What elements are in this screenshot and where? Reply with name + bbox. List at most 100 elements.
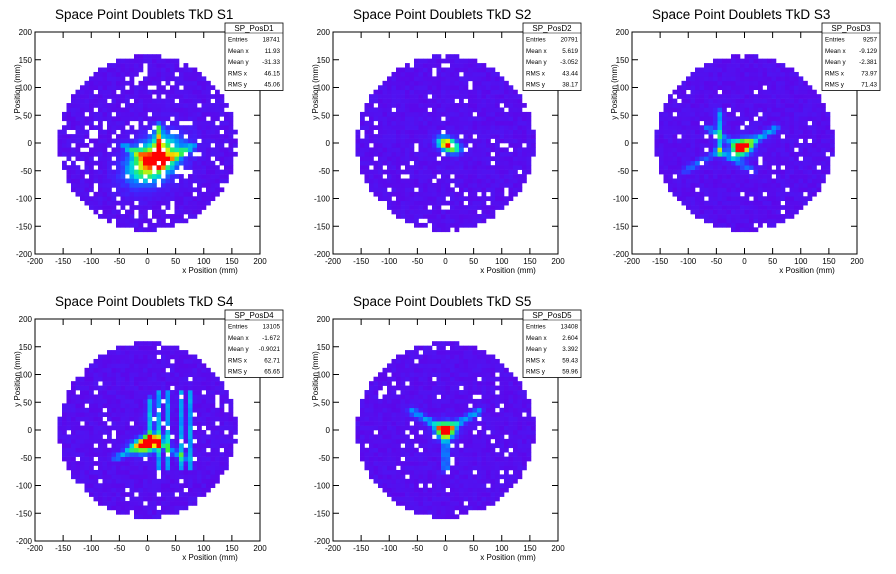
heatmap-cell: [409, 71, 415, 77]
heatmap-cell: [170, 58, 175, 64]
heatmap-cell: [400, 125, 406, 130]
y-axis-label: y Position (mm): [13, 64, 22, 120]
heatmap-cell: [704, 76, 709, 82]
heatmap-cell: [731, 143, 736, 148]
heatmap-cell: [486, 147, 491, 153]
heatmap-cell: [409, 169, 415, 175]
heatmap-cell: [373, 461, 379, 466]
heatmap-cell: [156, 151, 162, 157]
heatmap-cell: [138, 107, 144, 113]
heatmap-cell: [93, 474, 99, 480]
heatmap-cell: [472, 191, 478, 197]
heatmap-cell: [147, 447, 153, 453]
heatmap-cell: [179, 434, 184, 440]
heatmap-cell: [436, 80, 442, 86]
heatmap-cell: [156, 67, 162, 73]
x-tick-label: -150: [55, 544, 72, 553]
heatmap-cell: [98, 474, 103, 480]
heatmap-cell: [740, 156, 745, 162]
heatmap-cell: [219, 160, 225, 166]
heatmap-cell: [170, 354, 175, 360]
heatmap-cell: [659, 147, 664, 153]
heatmap-cell: [459, 120, 464, 126]
heatmap-cell: [71, 456, 76, 462]
heatmap-cell: [93, 412, 99, 417]
heatmap-cell: [188, 187, 193, 193]
heatmap-cell: [477, 214, 482, 219]
heatmap-cell: [807, 156, 813, 162]
heatmap-cell: [789, 138, 795, 144]
heatmap-cell: [472, 116, 478, 122]
heatmap-cell: [744, 205, 750, 210]
heatmap-cell: [659, 151, 664, 157]
heatmap-cell: [405, 116, 410, 122]
heatmap-cell: [165, 456, 171, 462]
heatmap-cell: [373, 403, 379, 409]
heatmap-cell: [789, 174, 795, 179]
heatmap-cell: [143, 218, 148, 224]
heatmap-cell: [468, 67, 473, 73]
heatmap-cell: [183, 85, 189, 91]
heatmap-cell: [125, 501, 130, 506]
heatmap-cell: [686, 182, 691, 188]
heatmap-cell: [382, 178, 388, 184]
heatmap-cell: [192, 85, 198, 91]
heatmap-cell: [107, 187, 112, 193]
heatmap-cell: [125, 509, 130, 515]
heatmap-cell: [84, 160, 90, 166]
heatmap-cell: [134, 421, 139, 426]
heatmap-cell: [156, 416, 162, 422]
heatmap-cell: [174, 120, 180, 126]
heatmap-cell: [215, 89, 220, 95]
heatmap-cell: [179, 465, 184, 471]
heatmap-cell: [387, 492, 392, 497]
heatmap-cell: [364, 103, 370, 108]
heatmap-cell: [726, 151, 732, 157]
heatmap-cell: [201, 205, 207, 210]
heatmap-cell: [382, 182, 388, 188]
heatmap-cell: [66, 169, 72, 175]
heatmap-cell: [704, 151, 709, 157]
heatmap-cell: [504, 134, 509, 139]
heatmap-cell: [120, 214, 126, 219]
heatmap-cell: [659, 111, 664, 117]
heatmap-cell: [156, 372, 162, 378]
heatmap-cell: [486, 160, 491, 166]
heatmap-cell: [677, 125, 682, 130]
heatmap-cell: [508, 196, 514, 202]
heatmap-cell: [98, 71, 103, 77]
heatmap-cell: [174, 85, 180, 91]
heatmap-cell: [165, 483, 171, 489]
heatmap-cell: [129, 71, 135, 77]
heatmap-cell: [183, 372, 189, 378]
heatmap-cell: [161, 58, 166, 64]
heatmap-cell: [129, 125, 135, 130]
heatmap-cell: [753, 80, 759, 86]
heatmap-cell: [441, 80, 446, 86]
heatmap-cell: [382, 138, 388, 144]
heatmap-cell: [454, 71, 460, 77]
heatmap-cell: [183, 505, 189, 511]
heatmap-cell: [382, 367, 388, 373]
heatmap-cell: [93, 469, 99, 475]
heatmap-cell: [364, 169, 370, 175]
heatmap-cell: [197, 363, 202, 369]
heatmap-cell: [233, 143, 238, 148]
heatmap-cell: [62, 151, 67, 157]
heatmap-cell: [138, 182, 144, 188]
heatmap-cell: [776, 138, 781, 144]
heatmap-cell: [170, 412, 175, 417]
heatmap-cell: [188, 372, 193, 378]
heatmap-cell: [188, 80, 193, 86]
heatmap-cell: [125, 367, 130, 373]
heatmap-cell: [98, 492, 103, 497]
heatmap-cell: [364, 407, 370, 413]
heatmap-cell: [369, 178, 374, 184]
heatmap-cell: [486, 85, 491, 91]
heatmap-cell: [143, 407, 148, 413]
heatmap-cell: [373, 147, 379, 153]
heatmap-cell: [174, 205, 180, 210]
heatmap-cell: [659, 160, 664, 166]
heatmap-cell: [686, 138, 691, 144]
heatmap-cell: [794, 103, 799, 108]
